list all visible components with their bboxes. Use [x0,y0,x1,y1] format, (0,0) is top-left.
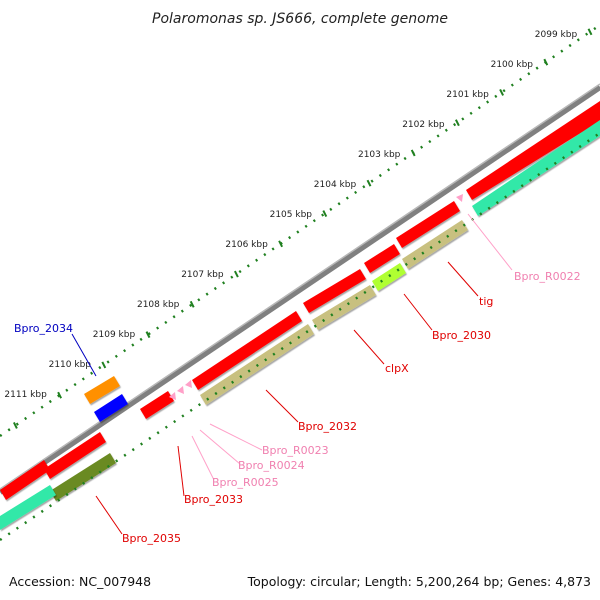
scale-tick [322,210,328,217]
label-bpro-r0023: Bpro_R0023 [262,444,329,457]
scale-label: 2104 kbp [314,180,357,190]
leader-lines [71,213,513,535]
scale-tick [234,270,239,278]
label-bpro-r0025: Bpro_R0025 [212,476,279,489]
scale-tick [145,331,151,339]
feature-bpro-2035-cds-b [44,432,106,479]
feature-bpro-2034-blue [94,394,128,422]
feature-bpro-2035-cds [0,460,50,500]
feature-tig-cog [402,220,468,269]
gene-labels: Bpro_2034 Bpro_R0022 tig Bpro_2030 clpX … [14,270,581,545]
scale-label: 2110 kbp [49,360,92,370]
scale-label: 2109 kbp [93,330,136,340]
genome-summary: Topology: circular; Length: 5,200,264 bp… [247,574,591,589]
scale-label: 2111 kbp [4,390,47,400]
map-title: Polaromonas sp. JS666, complete genome [152,11,448,27]
scale-tick [57,391,62,399]
label-tig: tig [479,295,493,308]
scale-label: 2107 kbp [181,270,224,280]
label-bpro-2034: Bpro_2034 [14,322,73,335]
scale-label: 2101 kbp [446,90,489,100]
feature-bpro-2034-orange [84,376,120,404]
feature-bpro-r0025 [169,392,176,400]
feature-bpro-2035-cog [50,453,116,501]
scale-kbp-labels: 2099 kbp 2100 kbp 2101 kbp 2102 kbp 2103 kbp… [4,30,577,400]
feature-bpro-2032-cds [192,311,302,390]
scale-tick [410,149,416,157]
scale-tick [366,179,372,187]
feature-clpx-cds [303,269,366,313]
trna-track [169,194,463,400]
scale-label: 2106 kbp [225,240,268,250]
feature-teal-right [472,120,600,216]
cds-track [0,101,600,500]
label-bpro-r0024: Bpro_R0024 [238,459,305,472]
genome-backbone [0,84,600,495]
scale-label: 2100 kbp [491,60,534,70]
label-bpro-2032: Bpro_2032 [298,420,357,433]
scale-tick [455,119,460,127]
scale-label: 2103 kbp [358,150,401,160]
feature-teal-left [0,485,56,530]
scale-tick [101,361,107,369]
inner-dotted-ring [0,131,600,542]
scale-tick [189,300,195,308]
label-bpro-2033: Bpro_2033 [184,493,243,506]
scale-tick [587,28,593,36]
accession-text: Accession: NC_007948 [9,574,152,589]
outer-dotted-ring [0,23,600,438]
scale-tick [499,88,504,96]
feature-bpro-2030-cds [364,244,400,273]
feature-bpro-2033-cds [140,391,174,419]
feature-cds-upper [466,101,600,200]
teal-track [0,120,600,530]
feature-clpx-cog [312,285,376,330]
feature-tig-cds [396,201,460,248]
label-bpro-2030: Bpro_2030 [432,329,491,342]
feature-bpro-r0024 [177,386,184,394]
scale-tick [543,58,549,66]
label-bpro-r0022: Bpro_R0022 [514,270,581,283]
scale-label: 2105 kbp [270,210,313,220]
label-bpro-2035: Bpro_2035 [122,532,181,545]
feature-bpro-r0022 [456,194,463,202]
scale-tick [278,240,283,248]
scale-tick [13,422,18,429]
scale-label: 2108 kbp [137,300,180,310]
scale-major-ticks [13,28,593,429]
scale-label: 2099 kbp [535,30,578,40]
feature-bpro-r0023 [185,380,192,388]
scale-label: 2102 kbp [402,120,445,130]
label-clpx: clpX [385,362,409,375]
